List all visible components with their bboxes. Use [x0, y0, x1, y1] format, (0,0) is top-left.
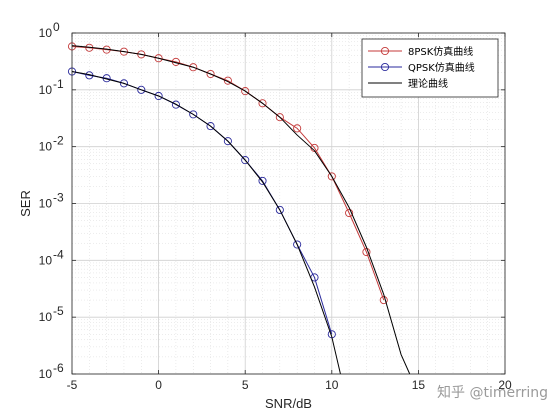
- x-tick-label: 0: [155, 378, 162, 392]
- 8psk-sim-point: [137, 50, 146, 59]
- x-tick-label: 20: [498, 378, 512, 392]
- qpsk-sim-point: [223, 137, 232, 146]
- 8psk-sim-point: [189, 63, 198, 72]
- 8psk-sim-point: [327, 172, 336, 181]
- qpsk-sim-point: [206, 122, 215, 131]
- 8psk-sim-point: [379, 296, 388, 305]
- y-tick-label: 10: [39, 310, 53, 324]
- legend-marker: [380, 46, 390, 56]
- qpsk-sim-point: [275, 205, 284, 215]
- 8psk-sim-point: [206, 69, 215, 79]
- legend-marker: [380, 62, 390, 72]
- 8psk-sim-point: [258, 99, 267, 108]
- qpsk-sim-point: [137, 85, 146, 94]
- 8psk-sim-point: [154, 54, 163, 63]
- y-tick-exponent: -6: [53, 361, 64, 375]
- x-tick-labels: -5 0 5 10 15 20: [67, 378, 512, 392]
- theory-curve-line: [72, 45, 411, 374]
- y-tick-label: 10: [39, 197, 53, 211]
- legend-entry: QPSK仿真曲线: [408, 61, 475, 74]
- qpsk-sim-point: [119, 79, 129, 88]
- y-tick-exponent: -3: [53, 191, 64, 205]
- y-axis-label: SER: [18, 190, 33, 217]
- legend-entry: 8PSK仿真曲线: [408, 45, 473, 58]
- series-layer: [67, 42, 411, 374]
- x-axis-label: SNR/dB: [265, 396, 312, 411]
- axis-ticks: [71, 32, 506, 375]
- qpsk-sim-point: [258, 176, 267, 185]
- x-tick-label: 10: [325, 378, 339, 392]
- x-tick-label: 5: [242, 378, 249, 392]
- x-tick-label: 15: [412, 378, 426, 392]
- qpsk-sim-point: [154, 91, 163, 101]
- watermark-text: 知乎 @timerring: [437, 384, 548, 401]
- y-tick-label: 10: [39, 140, 53, 154]
- qpsk-sim-point: [241, 156, 250, 165]
- qpsk-sim-point: [171, 100, 180, 109]
- 8psk-sim-point: [223, 76, 232, 85]
- y-tick-exponent: -5: [53, 304, 64, 318]
- 8psk-sim-point: [241, 87, 250, 96]
- legend-box: [361, 38, 499, 98]
- theory-curve-line: [72, 71, 341, 374]
- 8psk-sim-point: [293, 124, 302, 133]
- qpsk-sim-point: [189, 110, 198, 119]
- y-tick-exponent: 0: [53, 20, 60, 34]
- 8psk-sim-point: [345, 208, 354, 218]
- y-tick-exponent: -1: [53, 77, 64, 91]
- y-tick-label: 10: [39, 253, 53, 267]
- x-tick-label: -5: [67, 378, 78, 392]
- y-tick-exponent: -4: [53, 247, 64, 261]
- 8psk-sim-point: [119, 47, 129, 56]
- y-tick-label: 10: [39, 26, 53, 40]
- y-tick-label: 10: [39, 367, 53, 381]
- 8psk-sim-point: [275, 113, 284, 122]
- legend-entry: 理论曲线: [408, 77, 448, 90]
- y-tick-exponent: -2: [53, 134, 64, 148]
- y-tick-label: 10: [39, 83, 53, 97]
- qpsk-sim-point: [293, 240, 302, 249]
